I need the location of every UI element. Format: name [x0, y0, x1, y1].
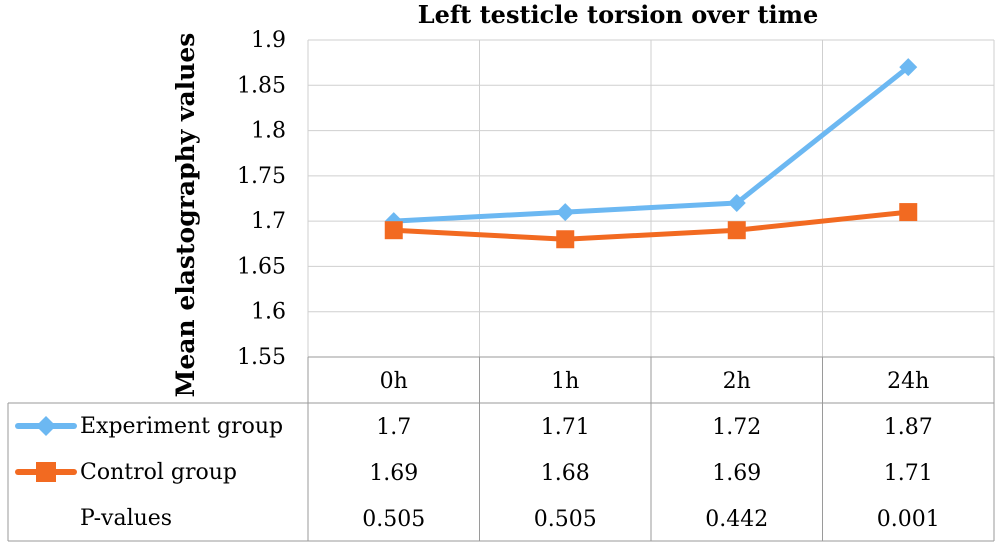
series-line: [393, 65, 910, 224]
y-tick-label: 1.75: [237, 164, 286, 189]
x-category-label: 1h: [551, 369, 579, 394]
series-layer: [384, 58, 918, 249]
table-row-label: P-values: [80, 506, 172, 531]
gridlines: [307, 39, 995, 358]
series-line: [393, 209, 909, 242]
y-tick-label: 1.85: [237, 73, 286, 98]
table-cell: 1.7: [376, 415, 411, 440]
data-point-square: [556, 230, 575, 249]
table-cell: 1.69: [712, 461, 761, 486]
y-tick-label: 1.7: [251, 209, 286, 234]
table-cell: 1.71: [541, 415, 590, 440]
data-point-diamond: [727, 194, 746, 213]
data-point-square: [899, 203, 918, 222]
table-cell: 1.69: [369, 461, 418, 486]
table-cell: 1.72: [712, 415, 761, 440]
y-axis-label: Mean elastography values: [171, 33, 200, 398]
x-category-label: 2h: [723, 369, 751, 394]
legend-marker-diamond: [36, 416, 56, 436]
x-category-label: 0h: [380, 369, 408, 394]
y-tick-label: 1.55: [237, 345, 286, 370]
legend-marker-square: [36, 462, 56, 482]
data-point-diamond: [556, 203, 575, 222]
y-tick-label: 1.65: [237, 254, 286, 279]
table-cell: 0.505: [362, 507, 425, 532]
y-axis-ticks: 1.9 1.85 1.8 1.75 1.7 1.65 1.6 1.55: [237, 28, 286, 370]
y-tick-label: 1.8: [251, 119, 286, 144]
table-cell: 0.505: [534, 507, 597, 532]
table-row-label: Experiment group: [80, 414, 283, 439]
table-cell: 1.87: [884, 415, 933, 440]
chart-title: Left testicle torsion over time: [418, 0, 819, 29]
data-table: 0h 1h 2h 24h Experiment group 1.7 1.71 1.72 1.87…: [7, 356, 995, 542]
y-tick-label: 1.9: [251, 28, 286, 53]
table-cell: 0.001: [877, 507, 940, 532]
data-point-diamond: [899, 58, 918, 77]
table-cell: 0.442: [705, 507, 768, 532]
x-category-label: 24h: [887, 369, 929, 394]
data-point-square: [384, 221, 403, 240]
table-row-label: Control group: [80, 460, 237, 485]
table-cell: 1.71: [884, 461, 933, 486]
table-cell: 1.68: [541, 461, 590, 486]
data-point-square: [727, 221, 746, 240]
y-tick-label: 1.6: [251, 300, 286, 325]
